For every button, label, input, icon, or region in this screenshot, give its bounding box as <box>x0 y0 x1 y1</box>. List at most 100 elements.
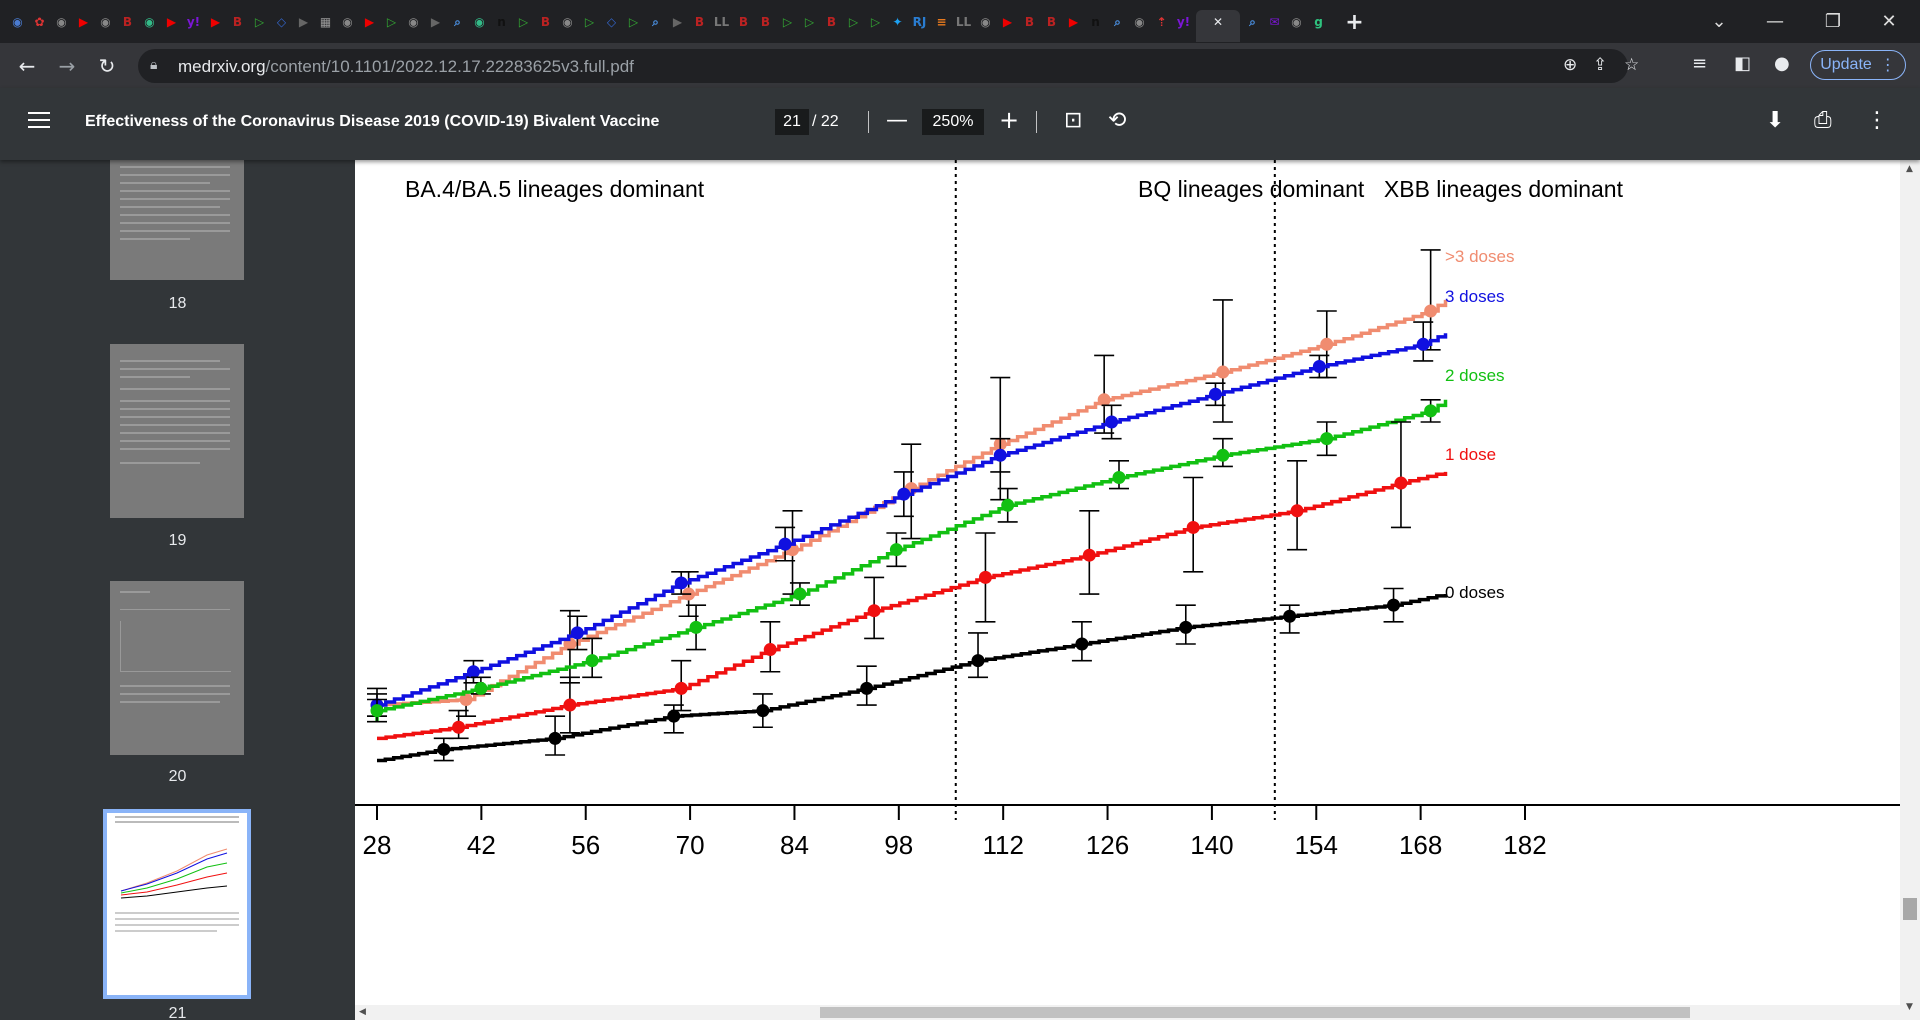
tab-favicon-icon[interactable]: ⌕ <box>1114 14 1121 29</box>
tab-favicon-icon[interactable]: ▶ <box>364 15 375 29</box>
tab-favicon-icon[interactable]: ▦ <box>319 15 332 29</box>
tab-favicon-icon[interactable]: B <box>540 15 551 29</box>
tab-favicon-icon[interactable]: ▶ <box>298 15 309 29</box>
tab-favicon-icon[interactable]: B <box>232 15 243 29</box>
page-thumbnail-18[interactable] <box>110 160 244 280</box>
tab-favicon-icon[interactable]: ◉ <box>56 15 67 29</box>
menu-icon[interactable] <box>28 112 50 130</box>
tab-favicon-icon[interactable]: B <box>1046 15 1057 29</box>
page-thumbnail-20[interactable] <box>110 581 244 755</box>
tab-favicon-icon[interactable]: RJ <box>912 15 927 29</box>
document-vertical-scrollbar[interactable]: ▲ ▼ <box>1900 160 1920 1020</box>
tab-favicon-icon[interactable]: y! <box>186 15 201 29</box>
tab-favicon-icon[interactable]: B <box>826 15 837 29</box>
tab-favicon-icon[interactable]: B <box>122 15 133 29</box>
tab-favicon-icon[interactable]: ▷ <box>518 15 529 29</box>
tab-favicon-icon[interactable]: ▷ <box>386 15 397 29</box>
active-tab[interactable]: ✕ <box>1196 10 1240 42</box>
tab-favicon-icon[interactable]: B <box>738 15 749 29</box>
tab-favicon-icon[interactable]: ◉ <box>12 15 23 29</box>
tab-favicon-icon[interactable]: n <box>1091 15 1100 29</box>
tab-favicon-icon[interactable]: ◉ <box>342 15 353 29</box>
tab-favicon-icon[interactable]: y! <box>1176 15 1191 29</box>
bookmark-star-icon[interactable]: ☆ <box>1624 55 1640 75</box>
tab-favicon-icon[interactable]: ⌕ <box>454 14 461 29</box>
address-bar[interactable]: 🔒︎ medrxiv.org/content/10.1101/2022.12.1… <box>138 49 1639 83</box>
minimize-button[interactable]: — <box>1766 10 1784 32</box>
tab-favicon-icon[interactable]: ≡ <box>936 15 947 29</box>
tab-favicon-icon[interactable]: ◉ <box>1134 15 1145 29</box>
url-text[interactable]: medrxiv.org/content/10.1101/2022.12.17.2… <box>178 57 634 77</box>
update-button[interactable]: Update ⋮ <box>1810 50 1906 80</box>
tab-favicon-icon[interactable]: ✿ <box>34 15 45 29</box>
restore-button[interactable]: ❐ <box>1824 10 1842 32</box>
tab-favicon-icon[interactable]: ⌕ <box>652 14 659 29</box>
rotate-icon[interactable]: ⟲ <box>1108 108 1127 133</box>
tab-favicon-icon[interactable]: ▷ <box>628 15 639 29</box>
zoom-icon[interactable]: ⊕ <box>1563 55 1578 75</box>
fit-page-icon[interactable]: ⊡ <box>1064 108 1083 133</box>
tab-favicon-icon[interactable]: ◇ <box>606 15 617 29</box>
tab-favicon-icon[interactable]: ▷ <box>584 15 595 29</box>
tab-favicon-icon[interactable]: ▷ <box>804 15 815 29</box>
reading-list-icon[interactable]: ≡ <box>1692 53 1708 74</box>
tab-favicon-icon[interactable]: ▶ <box>1068 15 1079 29</box>
document-viewport[interactable]: 28 42 56 70 84 98 112 126 140 154 168 182 BA.4/BA.5… <box>355 160 1900 1005</box>
lock-icon[interactable]: 🔒︎ <box>150 57 158 73</box>
print-icon[interactable]: ⎙ <box>1814 108 1832 133</box>
tab-favicon-icon[interactable]: B <box>1024 15 1035 29</box>
tab-favicon-icon[interactable]: ▷ <box>782 15 793 29</box>
scroll-left-arrow-icon[interactable]: ◀ <box>359 1007 366 1017</box>
tab-favicon-icon[interactable]: g <box>1314 15 1323 29</box>
tab-favicon-icon[interactable]: ▶ <box>210 15 221 29</box>
tab-favicon-icon[interactable]: ⌕ <box>1249 14 1256 29</box>
tab-favicon-icon[interactable]: ⇡ <box>1156 15 1167 29</box>
profile-avatar-icon[interactable]: ● <box>1774 53 1790 74</box>
tab-favicon-icon[interactable]: ◉ <box>474 15 485 29</box>
vertical-scrollbar-thumb[interactable] <box>1903 898 1917 920</box>
tab-favicon-icon[interactable]: B <box>760 15 771 29</box>
zoom-out-button[interactable]: — <box>886 108 908 133</box>
tab-favicon-icon[interactable]: ▶ <box>78 15 89 29</box>
tab-favicon-icon[interactable]: ◉ <box>980 15 991 29</box>
tab-favicon-icon[interactable]: B <box>694 15 705 29</box>
tab-favicon-icon[interactable]: LL <box>713 15 730 29</box>
tab-favicon-icon[interactable]: ◇ <box>276 15 287 29</box>
download-icon[interactable]: ⬇ <box>1766 108 1785 133</box>
back-button[interactable]: ← <box>18 54 36 78</box>
tab-favicon-icon[interactable]: ◉ <box>1291 15 1302 29</box>
horizontal-scrollbar-thumb[interactable] <box>820 1007 1690 1018</box>
page-thumbnail-21-selected[interactable] <box>103 809 251 999</box>
page-number-input[interactable]: 21 <box>775 109 809 135</box>
zoom-level-input[interactable]: 250% <box>922 109 984 135</box>
close-window-button[interactable]: ✕ <box>1881 10 1897 32</box>
tab-favicon-icon[interactable]: ▶ <box>166 15 177 29</box>
tab-favicon-icon[interactable]: ✦ <box>892 15 903 29</box>
tab-favicon-icon[interactable]: ▷ <box>254 15 265 29</box>
close-tab-icon[interactable]: ✕ <box>1212 15 1224 29</box>
tab-favicon-icon[interactable]: ◉ <box>100 15 111 29</box>
tab-favicon-icon[interactable]: ◉ <box>562 15 573 29</box>
tab-favicon-icon[interactable]: LL <box>955 15 972 29</box>
tab-favicon-icon[interactable]: ▶ <box>1002 15 1013 29</box>
share-icon[interactable]: ⇪ <box>1593 55 1608 75</box>
zoom-in-button[interactable]: + <box>999 106 1020 134</box>
page-thumbnail-19[interactable] <box>110 344 244 518</box>
tab-favicon-icon[interactable]: ◉ <box>144 15 155 29</box>
tab-favicon-icon[interactable]: ▷ <box>848 15 859 29</box>
tab-favicon-icon[interactable]: ▷ <box>870 15 881 29</box>
scroll-down-arrow-icon[interactable]: ▼ <box>1906 1002 1913 1012</box>
side-panel-icon[interactable]: ◧ <box>1734 53 1752 74</box>
tab-favicon-icon[interactable]: ▶ <box>672 15 683 29</box>
tab-favicon-icon[interactable]: ✉ <box>1269 15 1280 29</box>
more-actions-icon[interactable]: ⋮ <box>1866 108 1888 133</box>
tab-search-icon[interactable]: ⌄ <box>1711 10 1727 32</box>
tab-favicon-icon[interactable]: ▶ <box>430 15 441 29</box>
tab-favicon-icon[interactable]: ◉ <box>408 15 419 29</box>
new-tab-button[interactable]: + <box>1345 9 1364 35</box>
document-horizontal-scrollbar[interactable]: ◀ <box>355 1005 1900 1020</box>
tab-favicon-icon[interactable]: n <box>497 15 506 29</box>
reload-button[interactable]: ↻ <box>98 54 116 78</box>
scroll-up-arrow-icon[interactable]: ▲ <box>1906 164 1913 174</box>
forward-button[interactable]: → <box>58 54 76 78</box>
